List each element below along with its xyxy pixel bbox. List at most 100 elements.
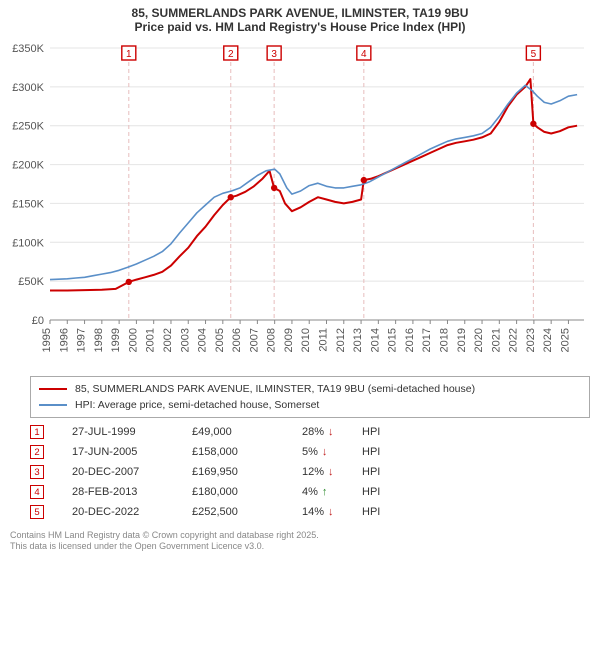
sales-row-diff: 12% ↓ xyxy=(302,466,362,478)
year-label: 2002 xyxy=(162,328,174,352)
year-label: 2007 xyxy=(248,328,260,352)
sales-row-price: £158,000 xyxy=(192,446,302,458)
legend-swatch xyxy=(39,404,67,406)
legend-label: HPI: Average price, semi-detached house,… xyxy=(75,399,319,411)
arrow-up-icon: ↑ xyxy=(322,486,328,498)
sale-marker-number: 4 xyxy=(361,49,367,60)
arrow-down-icon: ↓ xyxy=(322,446,328,458)
sales-row: 3 20-DEC-2007£169,95012% ↓ HPI xyxy=(30,462,590,482)
year-label: 2001 xyxy=(145,328,157,352)
footer-line-2: This data is licensed under the Open Gov… xyxy=(10,541,590,552)
title-line-1: 85, SUMMERLANDS PARK AVENUE, ILMINSTER, … xyxy=(10,6,590,20)
sales-row-diff: 28% ↓ xyxy=(302,426,362,438)
year-label: 2018 xyxy=(438,328,450,352)
arrow-down-icon: ↓ xyxy=(328,506,334,518)
year-label: 2023 xyxy=(525,328,537,352)
sales-row-marker: 5 xyxy=(30,505,44,519)
sales-table: 127-JUL-1999£49,00028%↓HPI217-JUN-2005£1… xyxy=(30,422,590,522)
year-label: 2012 xyxy=(335,328,347,352)
sales-row-pct: 28% xyxy=(302,426,324,438)
y-tick-label: £150K xyxy=(12,198,44,210)
sales-row-date: 27-JUL-1999 xyxy=(72,426,192,438)
y-tick-label: £350K xyxy=(12,43,44,55)
legend-item: HPI: Average price, semi-detached house,… xyxy=(39,397,581,413)
sales-row-pct: 4% xyxy=(302,486,318,498)
legend-swatch xyxy=(39,388,67,390)
sale-marker-number: 1 xyxy=(126,49,132,60)
sales-row-hpi-label: HPI xyxy=(362,466,380,478)
legend-item: 85, SUMMERLANDS PARK AVENUE, ILMINSTER, … xyxy=(39,381,581,397)
year-label: 1996 xyxy=(58,328,70,352)
year-label: 2000 xyxy=(127,328,139,352)
legend: 85, SUMMERLANDS PARK AVENUE, ILMINSTER, … xyxy=(30,376,590,418)
year-label: 1995 xyxy=(41,328,53,352)
sales-row-price: £252,500 xyxy=(192,506,302,518)
sale-marker-number: 2 xyxy=(228,49,234,60)
year-label: 2025 xyxy=(559,328,571,352)
y-tick-label: £200K xyxy=(12,160,44,172)
year-label: 1998 xyxy=(93,328,105,352)
year-label: 2022 xyxy=(508,328,520,352)
chart-title-block: 85, SUMMERLANDS PARK AVENUE, ILMINSTER, … xyxy=(0,0,600,36)
year-label: 2017 xyxy=(421,328,433,352)
sale-dot xyxy=(271,185,277,191)
year-label: 2013 xyxy=(352,328,364,352)
sale-marker-number: 3 xyxy=(271,49,277,60)
year-label: 2008 xyxy=(266,328,278,352)
year-label: 2016 xyxy=(404,328,416,352)
sales-row-hpi-label: HPI xyxy=(362,486,380,498)
sales-row-marker: 4 xyxy=(30,485,44,499)
year-label: 2003 xyxy=(179,328,191,352)
sales-row-marker: 1 xyxy=(30,425,44,439)
y-tick-label: £100K xyxy=(12,237,44,249)
y-tick-label: £250K xyxy=(12,121,44,133)
sale-marker-number: 5 xyxy=(531,49,537,60)
year-label: 2014 xyxy=(369,328,381,352)
legend-label: 85, SUMMERLANDS PARK AVENUE, ILMINSTER, … xyxy=(75,383,475,395)
year-label: 2006 xyxy=(231,328,243,352)
sales-row-price: £49,000 xyxy=(192,426,302,438)
sales-row-hpi-label: HPI xyxy=(362,426,380,438)
sales-row-date: 20-DEC-2022 xyxy=(72,506,192,518)
sales-row-date: 20-DEC-2007 xyxy=(72,466,192,478)
sale-dot xyxy=(530,121,536,127)
arrow-down-icon: ↓ xyxy=(328,466,334,478)
footer-attribution: Contains HM Land Registry data © Crown c… xyxy=(0,526,600,559)
sales-row-price: £180,000 xyxy=(192,486,302,498)
y-tick-label: £0 xyxy=(32,315,44,327)
chart-area: £0 £50K £100K £150K £200K £250K £300K £350K 1995… xyxy=(8,40,592,370)
sale-dot xyxy=(228,194,234,200)
sale-dot xyxy=(361,177,367,183)
year-label: 2004 xyxy=(197,328,209,352)
title-line-2: Price paid vs. HM Land Registry's House … xyxy=(10,20,590,34)
sale-dot xyxy=(126,279,132,285)
year-label: 2011 xyxy=(318,328,330,352)
y-tick-label: £50K xyxy=(18,276,44,288)
year-label: 2024 xyxy=(542,328,554,352)
year-label: 2015 xyxy=(387,328,399,352)
sales-row-hpi-label: HPI xyxy=(362,446,380,458)
year-label: 2020 xyxy=(473,328,485,352)
y-tick-label: £300K xyxy=(12,82,44,94)
sales-row: 428-FEB-2013£180,0004%↑HPI xyxy=(30,482,590,502)
sales-row-pct: 12% xyxy=(302,466,324,478)
price-chart-svg: £0 £50K £100K £150K £200K £250K £300K £350K 1995… xyxy=(8,40,592,370)
year-label: 2005 xyxy=(214,328,226,352)
year-label: 1997 xyxy=(76,328,88,352)
year-label: 2021 xyxy=(490,328,502,352)
sales-row-marker: 3 xyxy=(30,465,44,479)
sales-row-diff: 14%↓ xyxy=(302,506,362,518)
sales-row-diff: 4% ↑ xyxy=(302,486,362,498)
year-label: 1999 xyxy=(110,328,122,352)
year-label: 2010 xyxy=(300,328,312,352)
sales-row-hpi-label: HPI xyxy=(362,506,380,518)
year-label: 2019 xyxy=(456,328,468,352)
sales-row-price: £169,950 xyxy=(192,466,302,478)
sales-row-marker: 2 xyxy=(30,445,44,459)
arrow-down-icon: ↓ xyxy=(328,426,334,438)
sales-row: 217-JUN-2005£158,0005%↓HPI xyxy=(30,442,590,462)
sales-row-date: 17-JUN-2005 xyxy=(72,446,192,458)
year-label: 2009 xyxy=(283,328,295,352)
footer-line-1: Contains HM Land Registry data © Crown c… xyxy=(10,530,590,541)
sales-row: 1 27-JUL-1999£49,00028% ↓ HPI xyxy=(30,422,590,442)
